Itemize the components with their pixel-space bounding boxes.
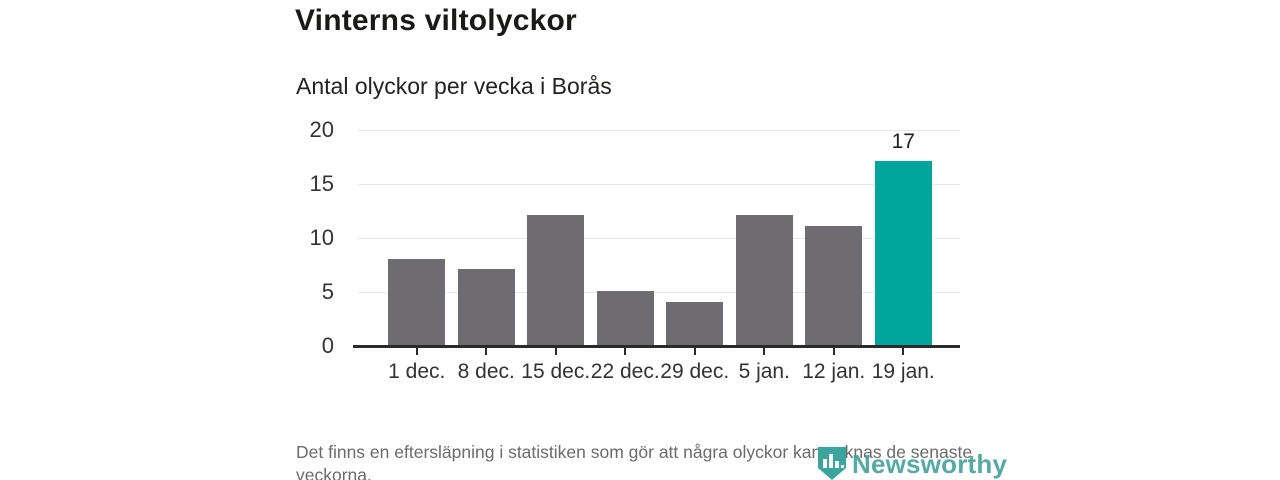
y-axis-tick-label: 15 — [309, 171, 334, 196]
newsworthy-logo-text: Newsworthy — [852, 449, 1008, 479]
x-axis-tick — [693, 348, 696, 355]
x-axis-tick — [415, 348, 418, 355]
bar-slot: 17 — [869, 130, 939, 345]
bar — [457, 269, 515, 345]
x-tick-slot — [521, 348, 591, 355]
y-axis-tick-label: 10 — [309, 225, 334, 250]
x-tick-slot — [591, 348, 661, 355]
x-axis-tick-label: 12 jan. — [802, 360, 866, 383]
newsworthy-logo-icon — [818, 447, 846, 480]
bar — [805, 226, 863, 345]
x-tick-slot — [799, 348, 869, 355]
bar — [527, 215, 585, 345]
x-axis-tick — [624, 348, 627, 355]
y-axis: 0 5 10 15 20 — [290, 118, 346, 358]
chart-title: Vinterns viltolyckor — [295, 4, 577, 37]
y-axis-tick-label: 0 — [321, 333, 334, 358]
bar — [388, 258, 446, 345]
plot-area: 17 — [358, 130, 960, 346]
x-axis-tick-label: 1 dec. — [388, 360, 446, 383]
bar-slot — [452, 130, 522, 345]
x-axis-tick-label: 8 dec. — [457, 360, 515, 383]
bar-slot — [660, 130, 730, 345]
bar-slot — [799, 130, 869, 345]
gridline — [358, 292, 960, 293]
x-axis-tick-label: 19 jan. — [871, 360, 935, 383]
gridline — [358, 238, 960, 239]
y-axis-tick-label: 5 — [321, 279, 334, 304]
x-axis-tick-label: 5 jan. — [738, 360, 790, 383]
bar — [596, 291, 654, 345]
x-tick-slot — [382, 348, 452, 355]
x-tick-slot — [869, 348, 939, 355]
x-axis-tick — [832, 348, 835, 355]
bar-slot — [591, 130, 661, 345]
bar-slot — [382, 130, 452, 345]
x-axis-tick — [763, 348, 766, 355]
x-axis-tick-label: 29 dec. — [660, 360, 730, 383]
bar — [735, 215, 793, 345]
chart-subtitle: Antal olyckor per vecka i Borås — [296, 73, 612, 99]
x-axis-tick-label: 15 dec. — [521, 360, 591, 383]
x-tick-slot — [730, 348, 800, 355]
x-axis-ticks — [382, 348, 938, 355]
bar-slot — [730, 130, 800, 345]
footnote: Det finns en eftersläpning i statistiken… — [296, 442, 973, 480]
gridline — [358, 184, 960, 185]
x-tick-slot — [452, 348, 522, 355]
y-axis-tick-label: 20 — [309, 117, 334, 142]
x-axis-tick-label: 22 dec. — [590, 360, 660, 383]
bar-slot — [521, 130, 591, 345]
gridline — [358, 130, 960, 131]
bar-highlighted — [874, 161, 932, 345]
x-tick-slot — [660, 348, 730, 355]
bar — [666, 301, 724, 345]
x-axis-labels: 1 dec. 8 dec. 15 dec. 22 dec. 29 dec. 5 jan. 1… — [382, 360, 938, 384]
x-axis-tick — [485, 348, 488, 355]
bar-value-label: 17 — [891, 130, 915, 154]
newsworthy-logo: Newsworthy — [817, 444, 1007, 480]
x-axis-tick — [902, 348, 905, 355]
x-axis-line — [353, 345, 960, 348]
x-axis-tick — [554, 348, 557, 355]
bar-series: 17 — [382, 130, 938, 345]
